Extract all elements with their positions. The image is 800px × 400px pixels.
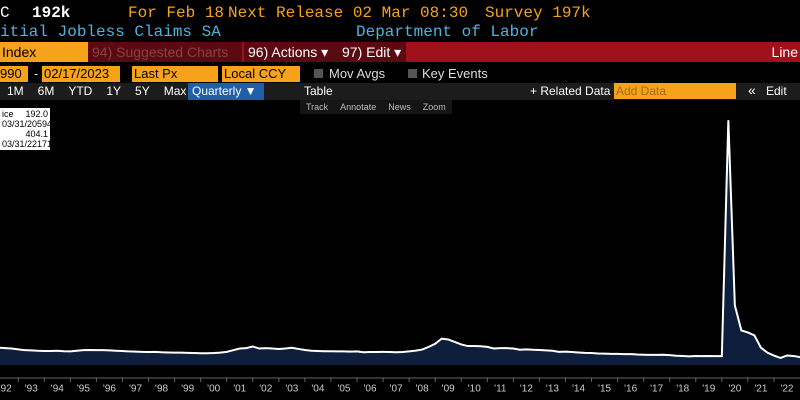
period-button[interactable]: Max — [163, 84, 187, 98]
x-tick-label: '92 — [0, 384, 12, 395]
currency-select[interactable]: Local CCY — [222, 66, 300, 82]
suggested-charts[interactable]: 94) Suggested Charts — [88, 42, 242, 62]
next-release: Next Release 02 Mar 08:30 — [228, 4, 469, 22]
x-tick-label: '16 — [624, 384, 637, 395]
x-tick-label: '99 — [181, 384, 194, 395]
index-button[interactable]: Index — [0, 42, 88, 62]
period-button[interactable]: 6M — [37, 84, 55, 98]
add-data-input[interactable]: Add Data — [614, 83, 736, 99]
x-tick-label: '12 — [520, 384, 533, 395]
related-data[interactable]: + Related Data — [530, 84, 611, 98]
line — [0, 120, 800, 360]
x-tick-label: '00 — [207, 384, 220, 395]
edit-menu[interactable]: 97) Edit ▾ — [338, 42, 406, 62]
x-tick-label: '14 — [572, 384, 585, 395]
key-events[interactable]: Key Events — [422, 66, 488, 81]
x-tick-label: '93 — [25, 384, 38, 395]
period-button[interactable]: YTD — [68, 84, 93, 98]
legend-value: 404.1 — [25, 129, 48, 139]
legend-value: 5946.0 — [37, 119, 65, 129]
frequency-select[interactable]: Quarterly ▼ — [188, 83, 264, 100]
chart-tool[interactable]: Track — [306, 102, 329, 112]
x-tick-label: '04 — [311, 384, 324, 395]
x-tick-label: '02 — [259, 384, 272, 395]
table-button[interactable]: Table — [304, 84, 333, 98]
x-tick-label: '06 — [364, 384, 377, 395]
x-tick-label: '98 — [155, 384, 168, 395]
survey: Survey 197k — [485, 4, 591, 22]
x-tick-label: '19 — [702, 384, 715, 395]
x-tick-label: '97 — [129, 384, 142, 395]
plot-background — [0, 100, 800, 378]
legend-value: 192.0 — [25, 109, 48, 119]
legend-row: 03/31/22 171.0 — [0, 139, 60, 149]
legend-row: ice 192.0 — [0, 109, 50, 119]
x-tick-label: '17 — [650, 384, 663, 395]
chart-tool[interactable]: Zoom — [422, 102, 446, 112]
x-tick-label: '13 — [546, 384, 559, 395]
x-tick-label: '08 — [416, 384, 429, 395]
x-tick-label: '07 — [390, 384, 403, 395]
x-tick-label: '05 — [337, 384, 350, 395]
chart-tool[interactable]: News — [388, 102, 411, 112]
x-tick-label: '20 — [728, 384, 741, 395]
periods: 1M 6M YTD 1Y 5Y Max — [0, 83, 193, 100]
x-tick-label: '10 — [468, 384, 481, 395]
x-tick-label: '03 — [285, 384, 298, 395]
last-value: 192k — [32, 4, 71, 22]
legend-row: 404.1 — [0, 129, 50, 139]
x-tick-label: '09 — [442, 384, 455, 395]
edit-button[interactable]: Edit — [766, 84, 787, 98]
x-tick-label: '01 — [233, 384, 246, 395]
collapse-button[interactable]: « — [748, 82, 756, 98]
period-button[interactable]: 1M — [7, 84, 24, 98]
x-tick-label: '21 — [754, 384, 767, 395]
end-date[interactable]: 02/17/2023 — [42, 66, 120, 82]
actions-menu[interactable]: 96) Actions ▾ — [244, 42, 338, 62]
legend-label: 03/31/20 — [2, 119, 38, 129]
legend-value: 171.0 — [37, 139, 60, 149]
start-date[interactable]: 990 — [0, 66, 28, 82]
legend-label: 03/31/22 — [2, 139, 38, 149]
x-tick-label: '94 — [51, 384, 64, 395]
legend-label: ice — [2, 109, 14, 119]
x-tick-label: '15 — [598, 384, 611, 395]
mov-avgs-checkbox[interactable] — [314, 69, 323, 78]
source: Department of Labor — [356, 23, 539, 41]
x-tick-label: '22 — [780, 384, 793, 395]
x-tick-label: '95 — [77, 384, 90, 395]
x-tick-label: '18 — [676, 384, 689, 395]
legend-row: 03/31/20 5946.0 — [0, 119, 65, 129]
legend-box: ice 192.0 03/31/20 5946.0 404.1 03/31/22 171.0 — [0, 108, 65, 150]
period-button[interactable]: 5Y — [135, 84, 150, 98]
ticker: C — [0, 4, 10, 22]
chart-tool[interactable]: Annotate — [340, 102, 377, 112]
field-select[interactable]: Last Px — [132, 66, 218, 82]
mov-avgs[interactable]: Mov Avgs — [329, 66, 386, 81]
x-tick-label: '96 — [103, 384, 116, 395]
period-button[interactable]: 1Y — [106, 84, 122, 98]
x-tick-label: '11 — [494, 384, 507, 395]
range-dash: - — [34, 66, 39, 81]
chart-type[interactable]: Line — [771, 44, 798, 60]
tool-bar: Track Annotate News Zoom — [300, 100, 452, 114]
security-name: itial Jobless Claims SA — [0, 23, 221, 41]
for-date: For Feb 18 — [128, 4, 225, 22]
key-events-checkbox[interactable] — [408, 69, 417, 78]
